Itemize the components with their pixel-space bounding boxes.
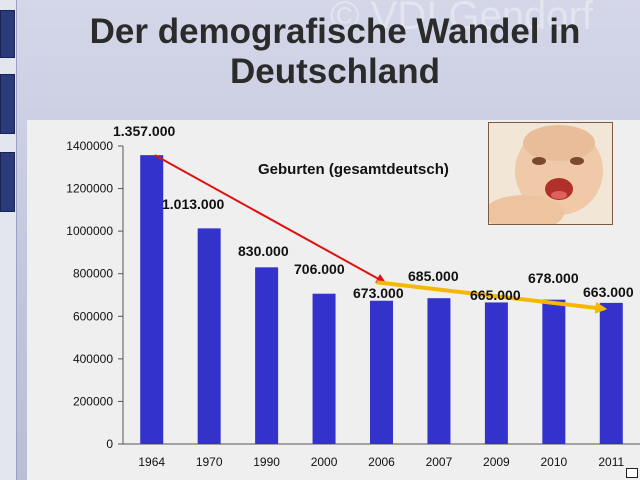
bar <box>599 302 623 444</box>
trend-arrow-red <box>154 154 387 284</box>
data-label: 673.000 <box>353 285 404 301</box>
chart-title: Geburten (gesamtdeutsch) <box>258 161 449 178</box>
bar <box>370 300 393 444</box>
slide-title: Der demografische Wandel in Deutschland <box>40 12 630 92</box>
y-tick-label: 800000 <box>73 267 113 281</box>
y-tick-label: 200000 <box>73 394 113 408</box>
x-tick-label: 1964 <box>138 455 165 469</box>
y-tick-label: 1200000 <box>66 182 113 196</box>
bar <box>484 302 508 444</box>
data-label: 706.000 <box>294 261 345 277</box>
data-label: 678.000 <box>528 270 579 286</box>
data-label: 1.013.000 <box>162 196 224 212</box>
data-label: 665.000 <box>470 287 521 303</box>
baby-photo <box>488 122 613 225</box>
slide-nav-button[interactable] <box>626 468 638 478</box>
bar <box>255 267 279 444</box>
y-axis: 0 200000 400000 600000 800000 1000000 1200000 1… <box>66 139 124 451</box>
x-tick-label: 2007 <box>426 455 453 469</box>
bar <box>427 298 451 444</box>
side-tab-3[interactable] <box>0 152 15 212</box>
y-tick-label: 1000000 <box>66 224 113 238</box>
data-label: 830.000 <box>238 243 289 259</box>
bar <box>140 155 164 444</box>
x-tick-label: 2010 <box>540 455 567 469</box>
y-tick-label: 0 <box>106 437 113 451</box>
bar <box>197 228 221 444</box>
x-tick-label: 2011 <box>598 455 624 469</box>
x-tick-label: 2009 <box>483 455 510 469</box>
data-labels: 1.357.0001.013.000830.000706.000673.0006… <box>113 123 634 303</box>
watermark: © VDI Gendorf <box>330 0 593 38</box>
bar <box>542 299 566 444</box>
trend-arrows <box>154 154 608 314</box>
y-tick-label: 400000 <box>73 352 113 366</box>
title-line-2: Deutschland <box>229 52 441 91</box>
bars <box>140 155 623 444</box>
side-tab-1[interactable] <box>0 10 15 58</box>
trend-arrow-yellow <box>376 280 608 314</box>
x-tick-label: 2006 <box>368 455 395 469</box>
bar <box>312 293 336 444</box>
data-label: 663.000 <box>583 284 634 300</box>
x-tick-label: 1970 <box>196 455 223 469</box>
y-tick-label: 1400000 <box>66 139 113 153</box>
data-label: 685.000 <box>408 268 459 284</box>
x-tick-label: 2000 <box>311 455 338 469</box>
side-tab-2[interactable] <box>0 74 15 134</box>
x-axis: 1964 1970 1990 2000 2006 2007 2009 2010 2011 <box>123 443 640 469</box>
y-tick-label: 600000 <box>73 309 113 323</box>
data-label: 1.357.000 <box>113 123 175 139</box>
x-tick-label: 1990 <box>253 455 280 469</box>
title-line-1: Der demografische Wandel in <box>89 12 581 51</box>
